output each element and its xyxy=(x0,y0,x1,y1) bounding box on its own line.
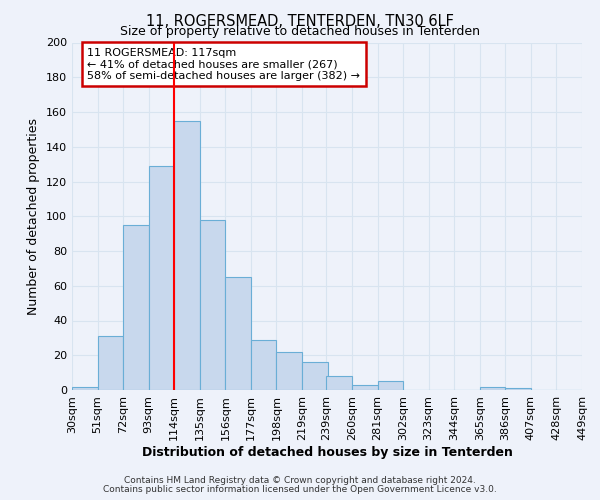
Bar xyxy=(72,386,98,390)
Bar xyxy=(480,386,505,390)
Text: 11 ROGERSMEAD: 117sqm
← 41% of detached houses are smaller (267)
58% of semi-det: 11 ROGERSMEAD: 117sqm ← 41% of detached … xyxy=(88,48,360,81)
Bar xyxy=(174,120,200,390)
Bar xyxy=(98,336,123,390)
Bar xyxy=(149,166,174,390)
X-axis label: Distribution of detached houses by size in Tenterden: Distribution of detached houses by size … xyxy=(142,446,512,458)
Bar xyxy=(200,220,226,390)
Text: Contains HM Land Registry data © Crown copyright and database right 2024.: Contains HM Land Registry data © Crown c… xyxy=(124,476,476,485)
Bar xyxy=(277,352,302,390)
Bar xyxy=(123,225,149,390)
Text: 11, ROGERSMEAD, TENTERDEN, TN30 6LF: 11, ROGERSMEAD, TENTERDEN, TN30 6LF xyxy=(146,14,454,29)
Bar xyxy=(302,362,328,390)
Bar xyxy=(251,340,277,390)
Bar xyxy=(226,277,251,390)
Bar xyxy=(505,388,531,390)
Y-axis label: Number of detached properties: Number of detached properties xyxy=(28,118,40,315)
Bar xyxy=(352,385,377,390)
Bar xyxy=(326,376,352,390)
Bar xyxy=(377,382,403,390)
Text: Size of property relative to detached houses in Tenterden: Size of property relative to detached ho… xyxy=(120,25,480,38)
Text: Contains public sector information licensed under the Open Government Licence v3: Contains public sector information licen… xyxy=(103,484,497,494)
